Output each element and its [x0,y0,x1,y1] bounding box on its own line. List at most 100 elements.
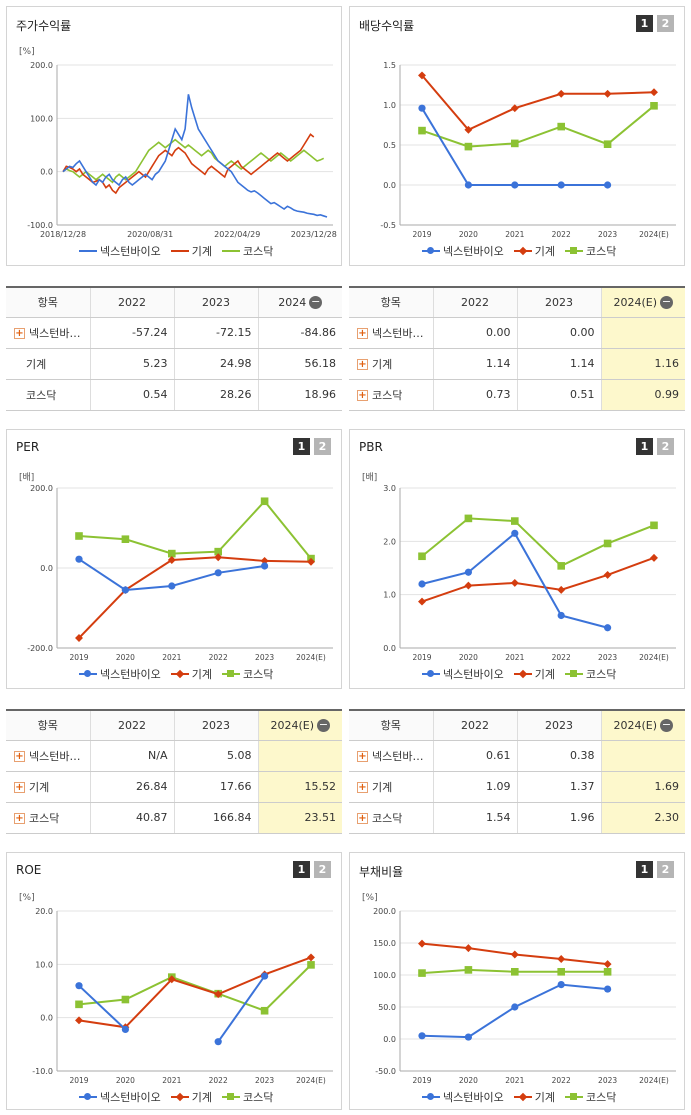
data-point-gige [464,944,473,953]
expand-icon[interactable]: + [357,782,368,793]
legend-item-nexs[interactable]: 넥스턴바이오 [79,243,161,259]
legend-item-kosdaq[interactable]: 코스닥 [221,1089,273,1105]
data-point-gige [260,556,269,565]
table-row: + 코스닥 0.73 0.51 0.99 [349,379,685,411]
data-point-nexs [214,569,222,577]
legend-item-kosdaq[interactable]: 코스닥 [564,666,616,682]
page-2-button[interactable]: 2 [657,438,674,455]
debt-ratio-panel: 부채비율 1 2 [%] 200.0 150.0 100.0 50.0 0.0 -50.0… [349,852,685,1110]
chart-legend: 넥스턴바이오 기계 코스닥 [79,666,273,682]
series-line-nexs [78,984,127,1031]
legend-item-nexs[interactable]: 넥스턴바이오 [422,666,504,682]
data-point-kosdaq [557,968,565,976]
x-tick-label: 2020 [116,1076,135,1085]
expand-icon[interactable]: + [14,751,25,762]
debt-ratio-chart: 200.0 150.0 100.0 50.0 0.0 -50.0 2019 2020 2021 2… [373,907,676,1085]
collapse-icon[interactable]: − [317,718,331,732]
y-tick-label: 200.0 [30,61,53,70]
chart-legend: 넥스턴바이오 기계 코스닥 [422,1089,616,1105]
column-header: 2024(E) − [600,287,685,318]
page-1-button[interactable]: 1 [636,861,653,878]
data-point-nexs [121,1025,129,1033]
table-row: + 넥스턴바… -57.24 -72.15 -84.86 [6,317,342,349]
y-tick-label: 0.5 [383,141,396,150]
data-point-gige [418,939,426,948]
data-point-nexs [511,181,519,189]
collapse-icon[interactable]: − [660,718,674,732]
y-tick-label: 0.0 [383,181,396,190]
data-point-kosdaq [260,1006,269,1015]
x-tick-label: 2021 [505,1076,524,1085]
unit-label: [배] [19,473,35,483]
legend-item-nexs[interactable]: 넥스턴바이오 [79,1089,161,1105]
legend-item-kosdaq[interactable]: 코스닥 [221,243,273,259]
page-2-button[interactable]: 2 [314,438,331,455]
data-point-nexs [214,1038,222,1046]
dividend-yield-chart: 1.5 1.0 0.5 0.0 -0.5 2019 2020 2021 2022 2023 2024… [380,61,676,239]
expand-icon[interactable]: + [14,328,25,339]
chart-legend: 넥스턴바이오 기계 코스닥 [422,243,616,259]
series-line-gige [78,956,312,1029]
page-1-button[interactable]: 1 [636,438,653,455]
y-tick-label: 0.0 [383,644,396,653]
expand-icon[interactable]: + [357,328,368,339]
legend-item-gige[interactable]: 기계 [513,243,555,259]
page-2-button[interactable]: 2 [657,15,674,32]
legend-item-gige[interactable]: 기계 [170,666,212,682]
legend-item-gige[interactable]: 기계 [513,666,555,682]
data-point-gige [418,71,426,80]
legend-item-kosdaq[interactable]: 코스닥 [564,1089,616,1105]
data-point-kosdaq [464,966,473,974]
collapse-icon[interactable]: − [660,295,674,309]
y-tick-label: 1.0 [383,101,396,110]
data-point-kosdaq [511,968,519,976]
per-panel: PER 1 2 [배] 200.0 0.0 -200.0 2019 2020 2021 20… [6,429,342,689]
collapse-icon[interactable]: − [309,295,323,309]
data-point-nexs [261,972,269,980]
legend-item-nexs[interactable]: 넥스턴바이오 [422,243,504,259]
y-tick-label: 0.0 [383,1035,396,1044]
column-header: 2023 [516,287,601,318]
roe-chart: 20.0 10.0 0.0 -10.0 2019 2020 2021 2022 2023 2024… [32,907,333,1085]
column-header: 항목 [6,710,90,741]
expand-icon[interactable]: + [357,390,368,401]
page-1-button[interactable]: 1 [293,438,310,455]
column-header: 항목 [349,287,433,318]
per-chart: 200.0 0.0 -200.0 2019 2020 2021 2022 2023 2024(E… [27,484,333,662]
legend-item-kosdaq[interactable]: 코스닥 [564,243,616,259]
expand-icon[interactable]: + [14,813,25,824]
page-2-button[interactable]: 2 [657,861,674,878]
data-point-gige [75,1016,83,1025]
legend-item-gige[interactable]: 기계 [170,243,212,259]
expand-icon[interactable]: + [357,813,368,824]
page-2-button[interactable]: 2 [314,861,331,878]
legend-item-kosdaq[interactable]: 코스닥 [221,666,273,682]
legend-item-nexs[interactable]: 넥스턴바이오 [422,1089,504,1105]
data-point-gige [214,990,223,999]
expand-icon[interactable]: + [357,751,368,762]
data-point-nexs [261,562,269,570]
legend-item-gige[interactable]: 기계 [170,1089,212,1105]
legend-item-nexs[interactable]: 넥스턴바이오 [79,666,161,682]
x-tick-label: 2019 [412,230,431,239]
y-tick-label: 100.0 [30,114,53,123]
expand-icon[interactable]: + [14,782,25,793]
data-point-nexs [557,611,565,620]
y-tick-label: 200.0 [30,484,53,493]
x-tick-label: 2020 [459,1076,478,1085]
pbr-chart: 3.0 2.0 1.0 0.0 2019 2020 2021 2022 2023 2024(E) [383,484,676,662]
legend-item-gige[interactable]: 기계 [513,1089,555,1105]
data-point-gige [418,597,426,606]
expand-icon[interactable]: + [357,359,368,370]
data-point-gige [307,557,315,566]
x-tick-label: 2024(E) [296,1076,326,1085]
data-point-kosdaq [214,547,222,556]
page-1-button[interactable]: 1 [293,861,310,878]
y-tick-label: 1.0 [383,591,396,600]
data-point-gige [557,585,566,594]
x-tick-label: 2023/12/28 [291,230,337,239]
y-tick-label: -200.0 [27,644,53,653]
panel-title: PBR [359,440,383,454]
data-point-kosdaq [75,532,83,540]
page-1-button[interactable]: 1 [636,15,653,32]
